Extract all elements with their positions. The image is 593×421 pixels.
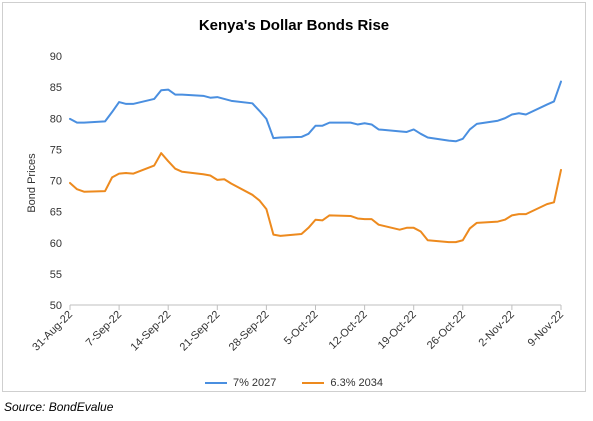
line-chart: 50 55 60 65 70 75 80 85 90 31-Aug-22 7-Sep-22 14-S… — [26, 51, 566, 354]
x-tick-label: 26-Oct-22 — [425, 309, 468, 352]
legend-label-series-1: 7% 2027 — [232, 377, 277, 389]
y-tick-label: 55 — [50, 269, 62, 281]
x-axis: 31-Aug-22 7-Sep-22 14-Sep-22 21-Sep-22 28-Se… — [30, 304, 566, 354]
legend-item-series-2: 6.3% 2034 — [302, 375, 383, 391]
y-axis-label: Bond Prices — [26, 153, 38, 213]
x-tick-label: 28-Sep-22 — [227, 309, 272, 354]
x-tick-label: 9-Nov-22 — [526, 309, 566, 349]
legend: 7% 2027 6.3% 2034 — [3, 375, 585, 391]
legend-label-series-2: 6.3% 2034 — [330, 377, 384, 389]
y-tick-label: 65 — [50, 207, 62, 219]
y-tick-label: 70 — [50, 176, 62, 188]
x-tick-label: 21-Sep-22 — [178, 309, 223, 354]
legend-swatch-series-1 — [204, 382, 227, 384]
legend-swatch-series-2 — [302, 382, 325, 384]
chart-title: Kenya's Dollar Bonds Rise — [198, 17, 390, 34]
chart-frame: Kenya's Dollar Bonds Rise 50 55 60 65 70 75 80… — [2, 2, 586, 392]
y-axis: 50 55 60 65 70 75 80 85 90 — [50, 51, 62, 312]
legend-item-series-1: 7% 2027 — [204, 375, 277, 391]
y-tick-label: 75 — [50, 144, 62, 156]
source-note: Source: BondEvalue — [4, 400, 114, 414]
series-line-1 — [69, 80, 562, 143]
y-tick-label: 60 — [50, 238, 62, 250]
x-tick-label: 31-Aug-22 — [30, 309, 75, 354]
x-tick-label: 12-Oct-22 — [327, 309, 370, 352]
y-tick-label: 90 — [50, 51, 62, 63]
x-tick-label: 2-Nov-22 — [477, 309, 517, 349]
series-line-2 — [69, 152, 562, 244]
y-tick-label: 85 — [50, 82, 62, 94]
x-tick-label: 7-Sep-22 — [84, 309, 124, 349]
y-tick-label: 80 — [50, 113, 62, 125]
y-tick-label: 50 — [50, 300, 62, 312]
x-tick-label: 5-Oct-22 — [282, 309, 321, 348]
series-lines — [69, 80, 562, 244]
x-tick-label: 14-Sep-22 — [129, 309, 174, 354]
x-tick-label: 19-Oct-22 — [376, 309, 419, 352]
